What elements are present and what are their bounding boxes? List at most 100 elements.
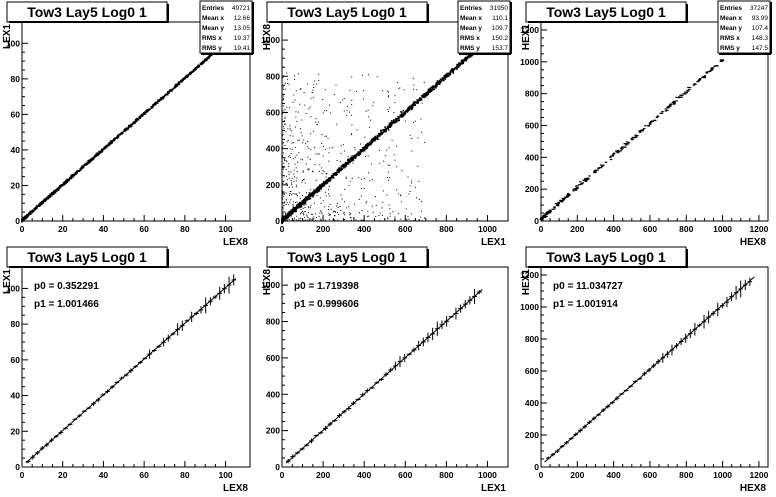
scatter-point <box>344 165 347 168</box>
scatter-point <box>185 76 187 78</box>
scatter-point <box>721 59 725 61</box>
y-tick-label: 1000 <box>520 57 539 67</box>
scatter-point <box>545 211 549 213</box>
scatter-point <box>541 216 545 219</box>
scatter-point <box>355 90 357 92</box>
scatter-point <box>293 217 295 219</box>
scatter-point <box>688 87 692 89</box>
scatter-point <box>594 170 597 172</box>
scatter-point <box>283 220 285 222</box>
scatter-point <box>369 180 371 182</box>
scatter-point <box>438 81 440 84</box>
scatter-point <box>444 73 447 76</box>
scatter-point <box>294 75 296 77</box>
scatter-point <box>418 99 421 102</box>
scatter-point <box>320 210 322 212</box>
scatter-point <box>307 219 309 221</box>
scatter-point <box>427 88 430 91</box>
scatter-point <box>349 212 351 214</box>
scatter-point <box>602 164 605 166</box>
x-axis-label: LEX1 <box>481 483 506 492</box>
scatter-point <box>45 197 48 200</box>
scatter-point <box>354 147 356 149</box>
scatter-point <box>89 158 92 161</box>
scatter-point <box>186 74 189 77</box>
scatter-point <box>282 88 284 90</box>
scatter-point <box>72 174 75 177</box>
scatter-point <box>281 158 283 160</box>
scatter-point <box>438 82 441 84</box>
scatter-point <box>340 194 342 196</box>
scatter-point <box>285 123 287 125</box>
scatter-point <box>423 217 425 219</box>
scatter-point <box>101 150 104 153</box>
scatter-point <box>421 220 423 222</box>
scatter-point <box>376 138 379 140</box>
scatter-point <box>289 191 291 193</box>
scatter-point <box>561 199 565 202</box>
y-tick-label: 400 <box>525 152 539 162</box>
scatter-point <box>668 105 672 107</box>
scatter-point <box>423 96 425 98</box>
scatter-point <box>347 161 350 163</box>
scatter-point <box>407 107 410 110</box>
scatter-point <box>408 109 411 111</box>
scatter-point <box>139 115 142 118</box>
scatter-point <box>405 208 407 210</box>
scatter-point <box>286 175 288 177</box>
x-tick-label: 0 <box>539 470 544 480</box>
scatter-point <box>387 96 389 98</box>
scatter-point <box>411 108 413 110</box>
y-tick-label: 200 <box>266 426 280 436</box>
scatter-point <box>190 71 192 74</box>
scatter-point <box>361 209 363 211</box>
scatter-point <box>293 209 295 211</box>
scatter-point <box>304 211 306 213</box>
stats-label: Entries <box>202 5 224 12</box>
scatter-point <box>673 100 676 102</box>
scatter-point <box>325 191 327 193</box>
scatter-point <box>315 118 317 120</box>
scatter-point <box>408 105 411 108</box>
scatter-point <box>284 88 286 90</box>
scatter-point <box>619 147 623 149</box>
scatter-point <box>621 146 624 148</box>
scatter-point <box>387 179 389 181</box>
scatter-point <box>348 185 350 187</box>
scatter-point <box>698 78 702 80</box>
scatter-point <box>283 167 285 169</box>
scatter-point <box>288 171 290 173</box>
scatter-point <box>404 120 406 122</box>
scatter-point <box>634 135 637 137</box>
chart-panel: 0 20 40 60 80 100 0 20 40 60 80 100 LEX8 LEX1 p0 = 0.3… <box>2 246 251 494</box>
chart-panel: 0 200 400 600 800 1000 1200 0 200 400 600 800 1000 12… <box>520 246 769 494</box>
scatter-point <box>313 192 316 194</box>
x-tick-label: 20 <box>58 224 68 234</box>
fit-parameters: p0 = 1.719398 p1 = 0.999606 <box>288 275 396 319</box>
scatter-point <box>333 210 335 212</box>
scatter-point <box>566 196 570 198</box>
fit-parameter: p1 = 1.001914 <box>553 299 618 310</box>
scatter-point <box>432 85 434 87</box>
scatter-point <box>170 89 173 92</box>
scatter-point <box>387 164 389 166</box>
scatter-point <box>321 184 324 187</box>
scatter-point <box>22 218 25 221</box>
scatter-point <box>282 181 284 183</box>
scatter-point <box>302 171 304 173</box>
y-tick-label: 80 <box>11 74 21 84</box>
scatter-point <box>312 130 314 132</box>
scatter-point <box>393 120 396 123</box>
scatter-point <box>426 94 428 96</box>
scatter-point <box>420 95 423 97</box>
scatter-point <box>281 200 283 202</box>
scatter-point <box>414 187 416 189</box>
scatter-point <box>305 192 307 194</box>
scatter-point <box>351 114 353 116</box>
scatter-point <box>393 121 396 124</box>
scatter-point <box>557 201 560 204</box>
scatter-point <box>644 125 647 127</box>
scatter-point <box>294 193 296 195</box>
x-tick-label: 0 <box>20 224 25 234</box>
